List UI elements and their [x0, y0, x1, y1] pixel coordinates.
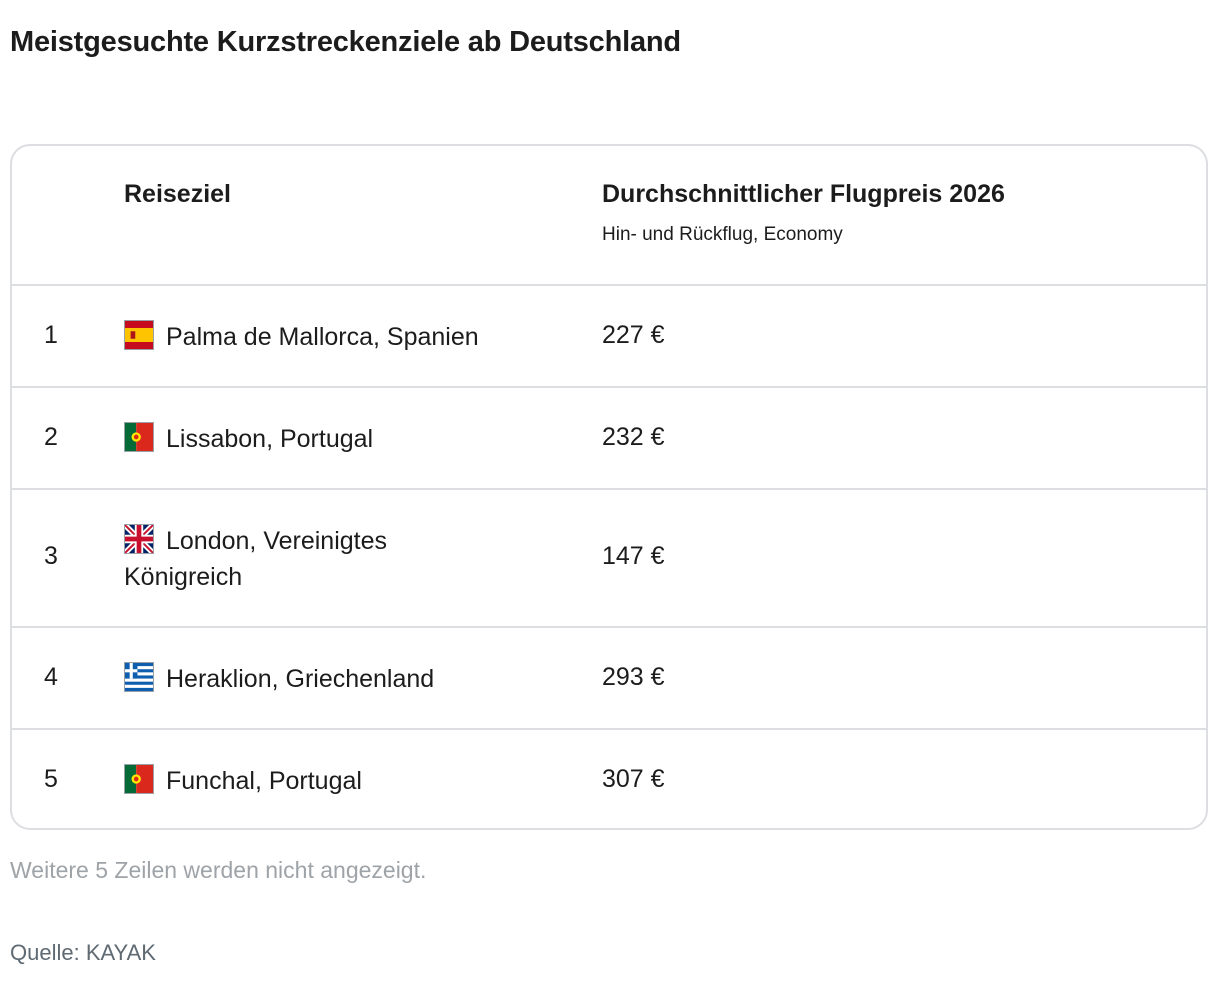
destination-cell: Palma de Mallorca, Spanien	[124, 319, 544, 355]
portugal-flag-icon	[124, 422, 154, 452]
uk-flag-icon	[124, 524, 154, 554]
rank-cell: 3	[44, 542, 58, 570]
rank-cell: 5	[44, 765, 58, 793]
price-cell: 307 €	[602, 765, 665, 793]
table-row: 4 Heraklion, Griechenland 293 €	[12, 628, 1206, 730]
rank-cell: 2	[44, 423, 58, 451]
destination-cell: Lissabon, Portugal	[124, 421, 544, 457]
column-header-price: Durchschnittlicher Flugpreis 2026	[602, 180, 1005, 208]
destination-name: Heraklion, Griechenland	[166, 665, 435, 693]
price-cell: 147 €	[602, 542, 665, 570]
price-cell: 232 €	[602, 423, 665, 451]
column-header-price-subtitle: Hin- und Rückflug, Economy	[602, 224, 843, 245]
table-row: 3 London, Vereinigtes Königreich 147 €	[12, 490, 1206, 628]
price-cell: 293 €	[602, 663, 665, 691]
hidden-rows-note: Weitere 5 Zeilen werden nicht angezeigt.	[10, 857, 427, 883]
destination-cell: London, Vereinigtes Königreich	[124, 523, 454, 595]
price-cell: 227 €	[602, 321, 665, 349]
destination-name: London, Vereinigtes Königreich	[124, 527, 388, 591]
table-row: 5 Funchal, Portugal 307 €	[12, 730, 1206, 828]
spain-flag-icon	[124, 320, 154, 350]
destination-cell: Heraklion, Griechenland	[124, 661, 544, 697]
table-row: 1 Palma de Mallorca, Spanien 227 €	[12, 286, 1206, 388]
destination-name: Funchal, Portugal	[166, 767, 362, 795]
table-header-row: Reiseziel Durchschnittlicher Flugpreis 2…	[12, 146, 1206, 286]
table-row: 2 Lissabon, Portugal 232 €	[12, 388, 1206, 490]
destinations-table: Reiseziel Durchschnittlicher Flugpreis 2…	[10, 144, 1208, 830]
destination-cell: Funchal, Portugal	[124, 763, 544, 799]
destination-name: Lissabon, Portugal	[166, 425, 374, 453]
greece-flag-icon	[124, 662, 154, 692]
page-title: Meistgesuchte Kurzstreckenziele ab Deuts…	[10, 26, 681, 58]
destination-name: Palma de Mallorca, Spanien	[166, 323, 479, 351]
portugal-flag-icon	[124, 764, 154, 794]
source-label: Quelle: KAYAK	[10, 940, 156, 965]
column-header-destination: Reiseziel	[124, 180, 232, 208]
rank-cell: 1	[44, 321, 58, 349]
rank-cell: 4	[44, 663, 58, 691]
